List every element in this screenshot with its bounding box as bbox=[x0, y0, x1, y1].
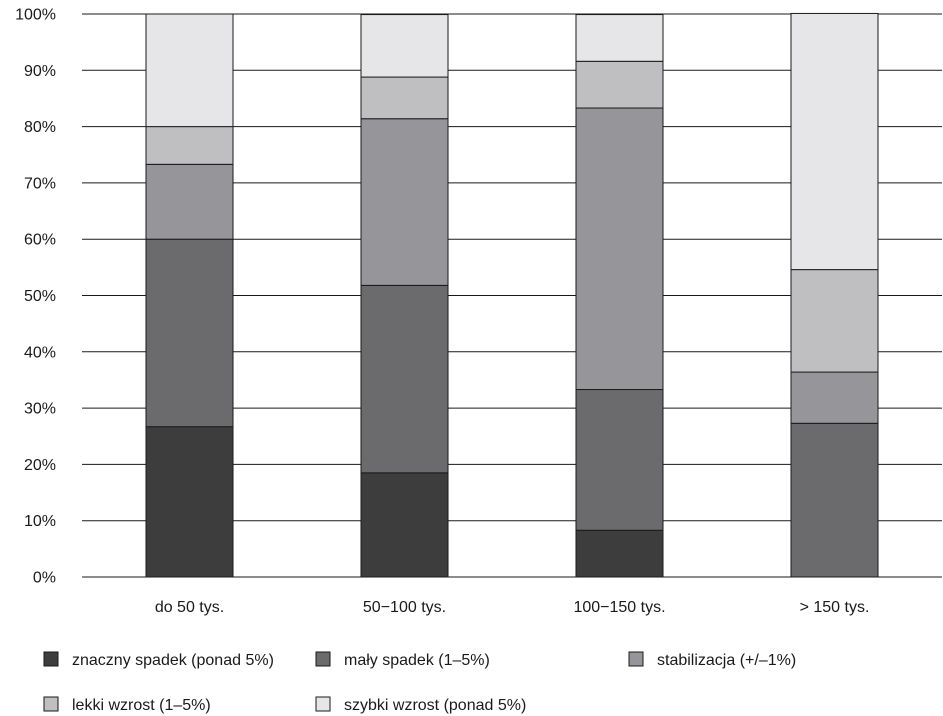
legend-swatch bbox=[315, 696, 331, 712]
bar-segment bbox=[360, 76, 449, 120]
legend-label: mały spadek (1–5%) bbox=[344, 652, 490, 669]
x-category-label: 100−150 tys. bbox=[573, 599, 665, 616]
bar-segment bbox=[575, 107, 664, 391]
bar-segment bbox=[145, 13, 234, 128]
bar-segment bbox=[575, 14, 664, 62]
y-tick-label: 60% bbox=[24, 232, 56, 249]
bar-segment bbox=[360, 118, 449, 286]
x-category-label: do 50 tys. bbox=[155, 599, 224, 616]
y-tick-label: 70% bbox=[24, 175, 56, 192]
legend-label: stabilizacja (+/–1%) bbox=[657, 652, 796, 669]
bar-segment bbox=[145, 163, 234, 240]
bar-segment bbox=[790, 269, 879, 373]
bar-segment bbox=[145, 126, 234, 165]
y-tick-label: 30% bbox=[24, 401, 56, 418]
y-tick-label: 20% bbox=[24, 457, 56, 474]
legend-swatch bbox=[628, 651, 644, 667]
bar-segment bbox=[360, 472, 449, 578]
y-tick-label: 40% bbox=[24, 344, 56, 361]
y-tick-label: 10% bbox=[24, 513, 56, 530]
bar-segment bbox=[145, 426, 234, 578]
bar-segment bbox=[790, 12, 879, 271]
y-tick-label: 100% bbox=[15, 7, 56, 24]
bar-segment bbox=[575, 389, 664, 531]
x-category-label: > 150 tys. bbox=[800, 599, 870, 616]
y-tick-label: 0% bbox=[33, 570, 56, 587]
bar-segment bbox=[360, 14, 449, 78]
y-tick-label: 50% bbox=[24, 288, 56, 305]
bar-segment bbox=[575, 529, 664, 578]
bar-segment bbox=[790, 422, 879, 578]
x-category-label: 50−100 tys. bbox=[363, 599, 446, 616]
bar-segment bbox=[575, 60, 664, 109]
bar-segment bbox=[790, 371, 879, 424]
bar-segment bbox=[360, 284, 449, 474]
legend-label: znaczny spadek (ponad 5%) bbox=[72, 652, 274, 669]
legend-swatch bbox=[315, 651, 331, 667]
legend-swatch bbox=[43, 651, 59, 667]
y-tick-label: 80% bbox=[24, 119, 56, 136]
y-tick-label: 90% bbox=[24, 63, 56, 80]
bar-segment bbox=[145, 238, 234, 428]
legend-label: lekki wzrost (1–5%) bbox=[72, 697, 211, 714]
legend-swatch bbox=[43, 696, 59, 712]
legend-label: szybki wzrost (ponad 5%) bbox=[344, 697, 526, 714]
